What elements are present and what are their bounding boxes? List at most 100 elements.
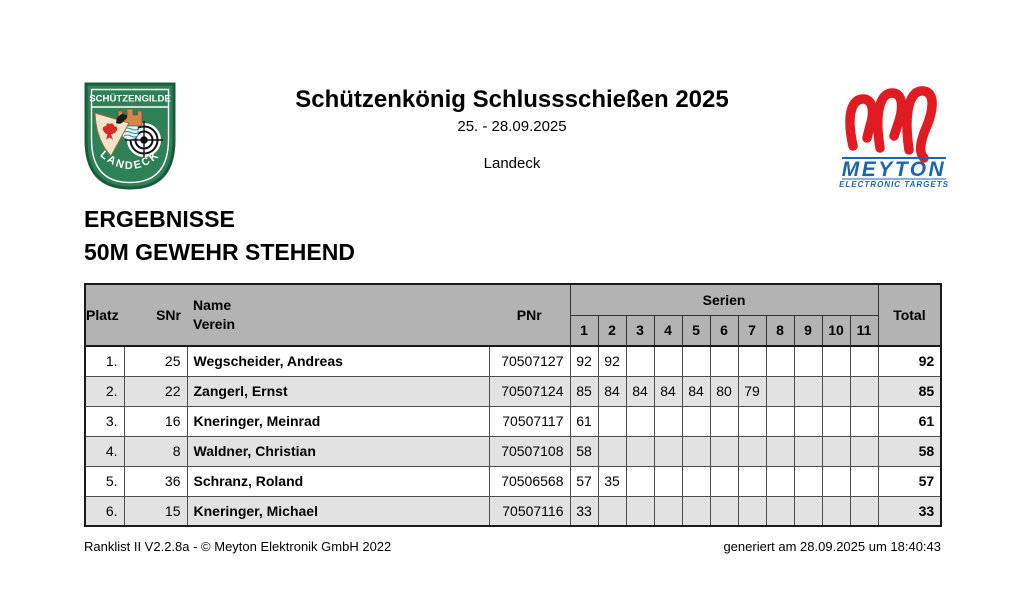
cell-serie-4: [653, 405, 683, 437]
results-table: Platz SNr Name Verein PNr Serien Total 1…: [84, 283, 943, 527]
cell-snr: 8: [123, 435, 188, 467]
cell-serie-9: [793, 495, 823, 527]
cell-platz: 6.: [84, 495, 125, 527]
cell-serie-11: [849, 345, 879, 377]
eagle-icon: [102, 123, 118, 140]
cell-serie-10: [821, 375, 851, 407]
cell-serie-8: [765, 465, 795, 497]
cell-serie-11: [849, 495, 879, 527]
results-heading: ERGEBNISSE 50M GEWEHR STEHEND: [84, 203, 355, 269]
cell-serie-3: [625, 465, 655, 497]
cell-platz: 1.: [84, 345, 125, 377]
col-header-serie-5: 5: [681, 314, 711, 347]
results-table-head: Platz SNr Name Verein PNr Serien Total 1…: [85, 283, 942, 347]
cell-snr: 25: [123, 345, 188, 377]
footer-version-text: Ranklist II V2.2.8a - © Meyton Elektroni…: [84, 539, 392, 554]
cell-serie-4: [653, 435, 683, 467]
cell-serie-7: [737, 405, 767, 437]
cell-serie-9: [793, 465, 823, 497]
meyton-brand-text: MEYTON: [842, 158, 946, 181]
meyton-m-icon: [845, 86, 937, 163]
cell-serie-9: [793, 345, 823, 377]
col-header-serie-7: 7: [737, 314, 767, 347]
cell-serie-5: [681, 405, 711, 437]
col-header-serie-6: 6: [709, 314, 739, 347]
cell-snr: 36: [123, 465, 188, 497]
cell-name: Waldner, Christian: [186, 435, 490, 467]
cell-pnr: 70506568: [488, 465, 571, 497]
cell-serie-3: [625, 495, 655, 527]
cell-serie-2: [597, 405, 627, 437]
col-header-name: Name: [193, 297, 232, 313]
cell-serie-8: [765, 375, 795, 407]
col-header-serie-1: 1: [569, 314, 599, 347]
cell-serie-4: [653, 465, 683, 497]
cell-snr: 22: [123, 375, 188, 407]
header-row-serien-numbers: 1 2 3 4 5 6 7 8 9 10 11: [85, 314, 941, 347]
cell-serie-1: 58: [569, 435, 599, 467]
cell-serie-1: 85: [569, 375, 599, 407]
cell-serie-1: 57: [569, 465, 599, 497]
cell-name: Wegscheider, Andreas: [186, 345, 490, 377]
cell-serie-8: [765, 435, 795, 467]
col-header-platz: Platz: [85, 283, 124, 347]
cell-total: 57: [877, 465, 942, 497]
cell-name: Kneringer, Michael: [186, 495, 490, 527]
event-location: Landeck: [483, 155, 541, 172]
cell-serie-5: [681, 435, 711, 467]
cell-pnr: 70507108: [488, 435, 571, 467]
cell-serie-3: [625, 435, 655, 467]
cell-platz: 4.: [84, 435, 125, 467]
cell-platz: 2.: [84, 375, 125, 407]
cell-pnr: 70507127: [488, 345, 571, 377]
cell-serie-10: [821, 465, 851, 497]
result-row: 4. 8 Waldner, Christian 70507108 58 58: [84, 435, 942, 467]
header-row-main: Platz SNr Name Verein PNr Serien Total: [85, 283, 942, 347]
cell-serie-7: 79: [737, 375, 767, 407]
cell-total: 92: [877, 345, 942, 377]
results-table-wrap: Platz SNr Name Verein PNr Serien Total 1…: [84, 283, 943, 527]
cell-serie-11: [849, 465, 879, 497]
cell-total: 85: [877, 375, 942, 407]
cell-serie-2: 84: [597, 375, 627, 407]
col-header-snr: SNr: [124, 283, 187, 347]
cell-total: 61: [877, 405, 942, 437]
cell-serie-2: 92: [597, 345, 627, 377]
cell-serie-11: [849, 435, 879, 467]
cell-serie-7: [737, 345, 767, 377]
cell-serie-2: [597, 495, 627, 527]
cell-serie-10: [821, 405, 851, 437]
cell-serie-8: [765, 495, 795, 527]
cell-serie-6: [709, 495, 739, 527]
footer-generated-text: generiert am 28.09.2025 um 18:40:43: [723, 539, 941, 554]
cell-serie-6: [709, 345, 739, 377]
event-date-range: 25. - 28.09.2025: [457, 118, 567, 135]
cell-serie-11: [849, 375, 879, 407]
cell-serie-10: [821, 345, 851, 377]
cell-serie-8: [765, 405, 795, 437]
col-header-serie-4: 4: [653, 314, 683, 347]
cell-serie-9: [793, 405, 823, 437]
chamois-icon: [116, 114, 128, 124]
results-table-body: 1. 25 Wegscheider, Andreas 70507127 92 92 92 2.…: [84, 345, 942, 527]
col-header-verein: Verein: [193, 316, 236, 332]
crest-graphic: SCHÜTZENGILDE: [84, 82, 176, 190]
page-title: Schützenkönig Schlussschießen 2025: [295, 86, 729, 113]
result-row: 6. 15 Kneringer, Michael 70507116 33 33: [84, 495, 942, 527]
cell-serie-4: 84: [653, 375, 683, 407]
col-header-total: Total: [877, 283, 942, 347]
result-row: 2. 22 Zangerl, Ernst 70507124 85 84 84 84 84 80 79…: [84, 375, 942, 407]
cell-platz: 3.: [84, 405, 125, 437]
meyton-logo: MEYTON ELECTRONIC TARGETS: [836, 78, 950, 195]
cell-serie-6: 80: [709, 375, 739, 407]
cell-serie-3: [625, 405, 655, 437]
cell-serie-7: [737, 435, 767, 467]
col-header-serie-9: 9: [793, 314, 823, 347]
meyton-tagline-text: ELECTRONIC TARGETS: [839, 180, 949, 189]
cell-total: 58: [877, 435, 942, 467]
cell-total: 33: [877, 495, 942, 527]
results-heading-line1: ERGEBNISSE: [84, 206, 235, 232]
cell-serie-5: [681, 345, 711, 377]
crest-text-top: SCHÜTZENGILDE: [89, 94, 171, 105]
cell-name: Kneringer, Meinrad: [186, 405, 490, 437]
